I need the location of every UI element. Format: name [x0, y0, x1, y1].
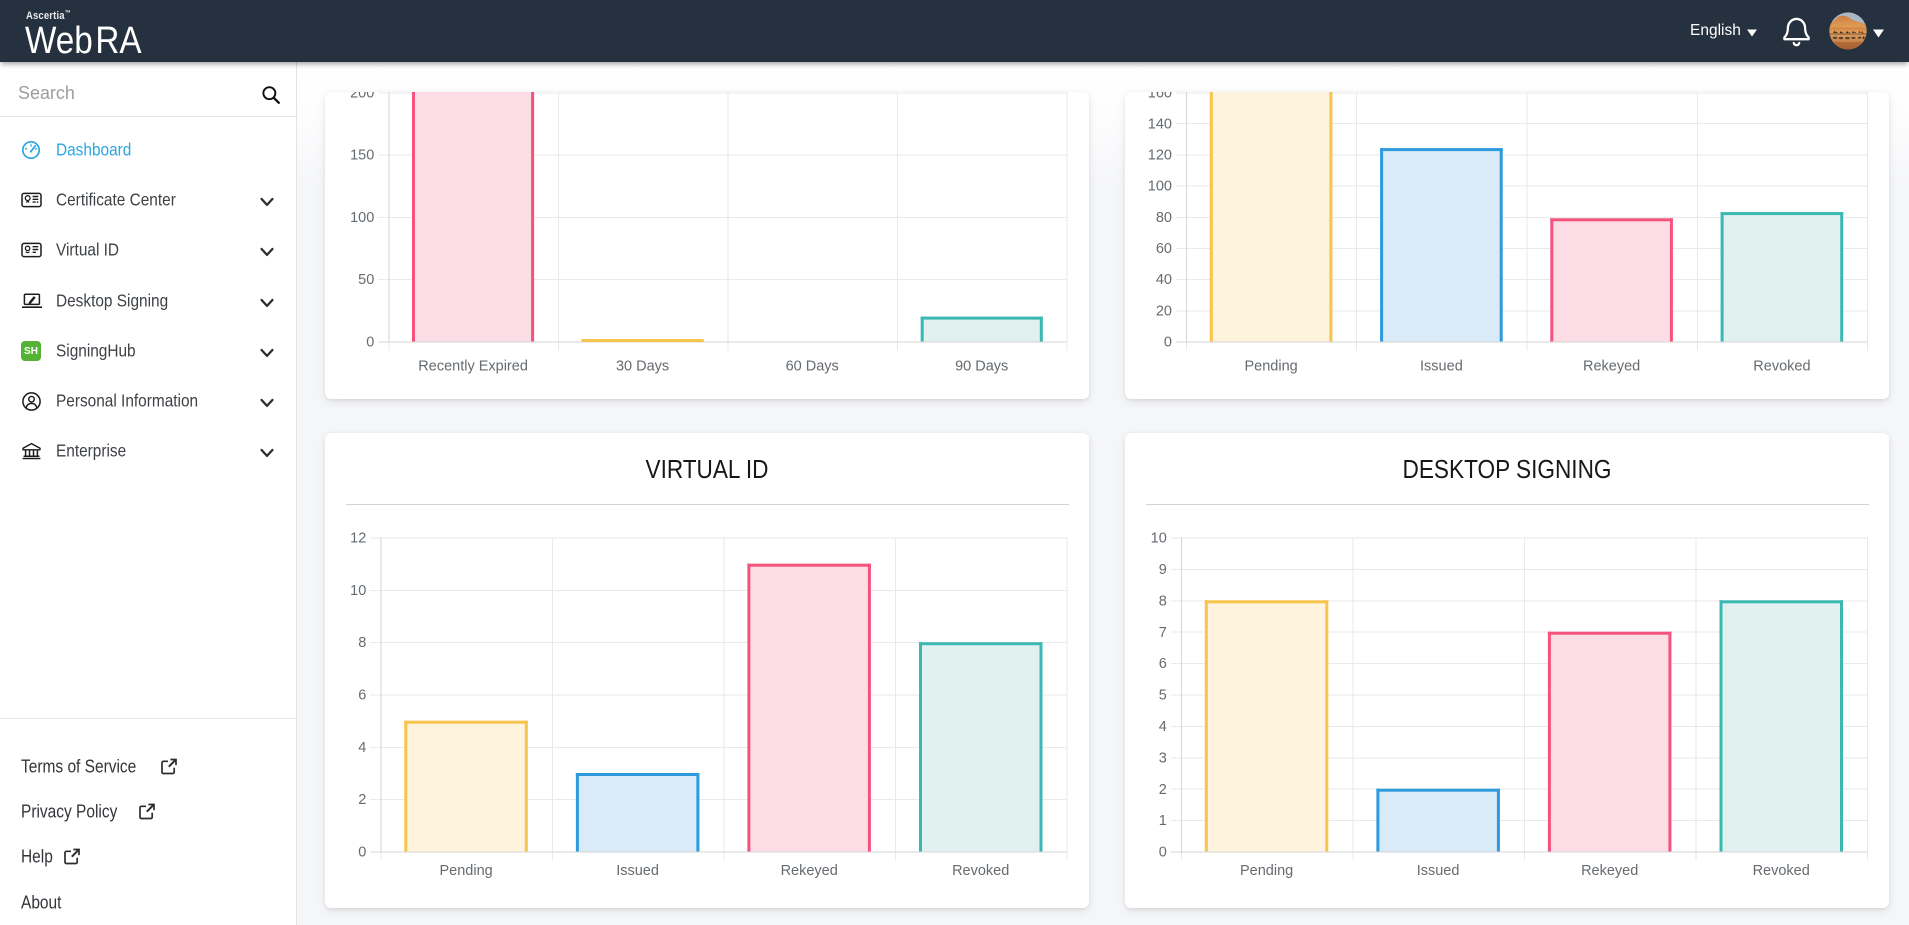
svg-text:60 Days: 60 Days: [786, 358, 839, 374]
svg-text:10: 10: [350, 583, 366, 599]
svg-text:0: 0: [1159, 845, 1167, 861]
svg-text:Revoked: Revoked: [952, 863, 1009, 879]
svg-text:Recently Expired: Recently Expired: [418, 358, 528, 374]
svg-text:Issued: Issued: [1417, 863, 1460, 879]
svg-text:4: 4: [1159, 719, 1167, 735]
svg-text:VIRTUAL ID: VIRTUAL ID: [646, 456, 769, 484]
svg-text:120: 120: [1148, 148, 1172, 164]
svg-text:DESKTOP SIGNING: DESKTOP SIGNING: [1403, 456, 1612, 484]
svg-text:30 Days: 30 Days: [616, 358, 669, 374]
svg-text:100: 100: [350, 210, 374, 226]
svg-text:100: 100: [1148, 179, 1172, 195]
svg-text:Rekeyed: Rekeyed: [1581, 863, 1638, 879]
svg-text:40: 40: [1156, 272, 1172, 288]
svg-text:Pending: Pending: [1244, 358, 1297, 374]
svg-text:0: 0: [366, 335, 374, 351]
svg-text:8: 8: [1159, 593, 1167, 609]
svg-text:60: 60: [1156, 241, 1172, 257]
svg-text:20: 20: [1156, 303, 1172, 319]
svg-text:140: 140: [1148, 116, 1172, 132]
svg-text:3: 3: [1159, 750, 1167, 766]
svg-text:0: 0: [358, 845, 366, 861]
svg-text:90 Days: 90 Days: [955, 358, 1008, 374]
svg-text:Pending: Pending: [1240, 863, 1293, 879]
svg-text:9: 9: [1159, 562, 1167, 578]
svg-text:160: 160: [1148, 92, 1172, 102]
svg-text:Revoked: Revoked: [1753, 863, 1810, 879]
svg-text:Rekeyed: Rekeyed: [781, 863, 838, 879]
svg-text:2: 2: [1159, 782, 1167, 798]
svg-text:150: 150: [350, 148, 374, 164]
svg-text:6: 6: [358, 688, 366, 704]
svg-text:1: 1: [1159, 813, 1167, 829]
svg-text:2: 2: [358, 792, 366, 808]
svg-text:0: 0: [1164, 335, 1172, 351]
svg-text:Issued: Issued: [616, 863, 659, 879]
svg-text:8: 8: [358, 635, 366, 651]
svg-text:12: 12: [350, 531, 366, 547]
svg-text:Pending: Pending: [439, 863, 492, 879]
svg-text:7: 7: [1159, 625, 1167, 641]
svg-text:80: 80: [1156, 210, 1172, 226]
svg-text:200: 200: [350, 92, 374, 102]
svg-text:5: 5: [1159, 688, 1167, 704]
svg-text:4: 4: [358, 740, 366, 756]
svg-text:Revoked: Revoked: [1753, 358, 1810, 374]
svg-text:50: 50: [358, 272, 374, 288]
svg-text:Issued: Issued: [1420, 358, 1463, 374]
svg-text:Rekeyed: Rekeyed: [1583, 358, 1640, 374]
svg-text:10: 10: [1151, 531, 1167, 547]
svg-text:6: 6: [1159, 656, 1167, 672]
